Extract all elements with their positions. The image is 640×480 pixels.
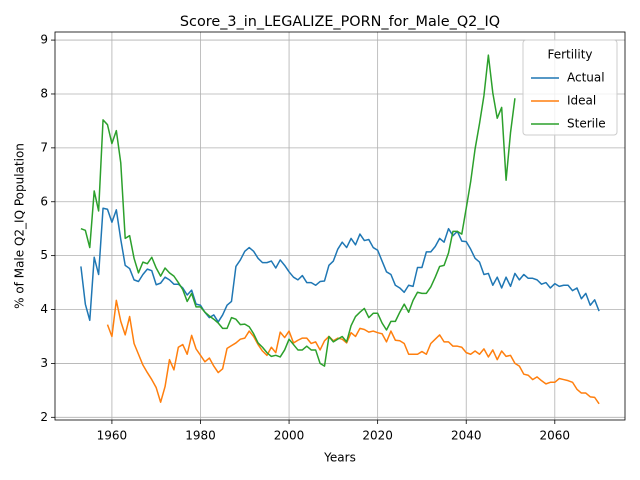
x-tick-label: 2060 (540, 429, 571, 443)
data-line (80, 207, 600, 323)
data-line (80, 54, 516, 367)
legend: Fertility Actual Ideal Sterile (522, 39, 618, 136)
y-tick-label: 3 (40, 356, 48, 370)
legend-label: Actual (567, 71, 605, 85)
y-tick-label: 7 (40, 140, 48, 154)
y-tick-label: 2 (40, 410, 48, 424)
data-line (106, 299, 600, 405)
y-axis-label: % of Male Q2_IQ Population (13, 143, 27, 309)
y-tick-label: 8 (40, 86, 48, 100)
x-tick-label: 1960 (97, 429, 128, 443)
y-tick-label: 9 (40, 33, 48, 47)
legend-box (522, 39, 618, 136)
x-axis-label: Years (323, 451, 356, 465)
x-tick-label: 2040 (451, 429, 482, 443)
y-tick-label: 4 (40, 302, 48, 316)
chart-title: Score_3_in_LEGALIZE_PORN_for_Male_Q2_IQ (180, 14, 500, 30)
legend-label: Ideal (567, 94, 596, 108)
x-tick-label: 2000 (274, 429, 305, 443)
legend-title: Fertility (547, 48, 592, 62)
x-tick-label: 2020 (362, 429, 393, 443)
y-tick-label: 6 (40, 194, 48, 208)
y-tick-label: 5 (40, 248, 48, 262)
plot-frame (54, 31, 626, 421)
x-tick-label: 1980 (185, 429, 216, 443)
legend-label: Sterile (567, 117, 606, 131)
